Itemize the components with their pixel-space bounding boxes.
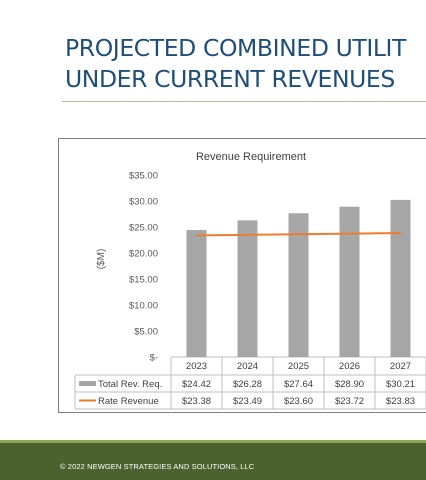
- table-cell-rate-revenue: $23.49: [233, 396, 262, 407]
- table-cell-rate-revenue: $23.72: [335, 396, 364, 407]
- y-tick-label: $-: [150, 353, 158, 364]
- slide-title: PROJECTED COMBINED UTILIT UNDER CURRENT …: [65, 33, 406, 95]
- series-label-rate-revenue: Rate Revenue: [98, 396, 159, 407]
- table-cell-rate-revenue: $23.83: [386, 396, 415, 407]
- y-tick-label: $35.00: [129, 171, 158, 182]
- bar-series: [186, 199, 411, 357]
- y-tick-labels: $- $5.00 $10.00 $15.00 $20.00 $25.00 $30.00 $35…: [129, 171, 158, 364]
- y-tick-label: $10.00: [129, 301, 158, 312]
- revenue-chart: Revenue Requirement ($M) $- $5.00 $10.00 $1…: [74, 151, 426, 410]
- category-label: 2027: [390, 361, 411, 372]
- bar-2026: [339, 206, 360, 357]
- y-tick-label: $15.00: [129, 275, 158, 286]
- table-cell-total-rev-req: $30.21: [386, 379, 415, 390]
- category-label: 2026: [339, 361, 360, 372]
- y-tick-label: $20.00: [129, 249, 158, 260]
- y-tick-label: $25.00: [129, 223, 158, 234]
- bar-2025: [288, 213, 309, 357]
- footer-copyright: © 2022 NEWGEN STRATEGIES AND SOLUTIONS, …: [60, 462, 255, 471]
- table-cell-rate-revenue: $23.60: [284, 396, 313, 407]
- footer-accent-bar: [0, 440, 426, 443]
- category-label: 2023: [186, 361, 207, 372]
- bar-2024: [237, 220, 258, 357]
- series-label-total-rev-req: Total Rev. Req.: [98, 379, 162, 390]
- legend-bar-key: [79, 381, 96, 386]
- chart-title: Revenue Requirement: [196, 151, 306, 163]
- table-cell-total-rev-req: $26.28: [233, 379, 262, 390]
- y-axis-label: ($M): [96, 249, 107, 270]
- title-divider: [62, 101, 426, 102]
- bar-2027: [390, 199, 411, 357]
- category-label: 2024: [237, 361, 258, 372]
- y-tick-label: $5.00: [134, 327, 158, 338]
- category-label: 2025: [288, 361, 309, 372]
- chart-container: Revenue Requirement ($M) $- $5.00 $10.00 $1…: [58, 138, 426, 413]
- table-cell-total-rev-req: $27.64: [284, 379, 313, 390]
- rate-revenue-line: [196, 232, 401, 237]
- slide-title-line-2: UNDER CURRENT REVENUES: [65, 65, 395, 93]
- y-tick-label: $30.00: [129, 197, 158, 208]
- data-table: 2023 2024 2025 2026 2027 Total Rev. Req. $24.4…: [79, 361, 415, 407]
- table-cell-total-rev-req: $24.42: [182, 379, 211, 390]
- bar-2023: [186, 230, 207, 357]
- line-series: [196, 232, 401, 237]
- slide-title-line-1: PROJECTED COMBINED UTILIT: [65, 34, 407, 62]
- data-table-grid: [74, 356, 426, 410]
- table-cell-rate-revenue: $23.38: [182, 396, 211, 407]
- footer-band: [0, 443, 426, 480]
- table-cell-total-rev-req: $28.90: [335, 379, 364, 390]
